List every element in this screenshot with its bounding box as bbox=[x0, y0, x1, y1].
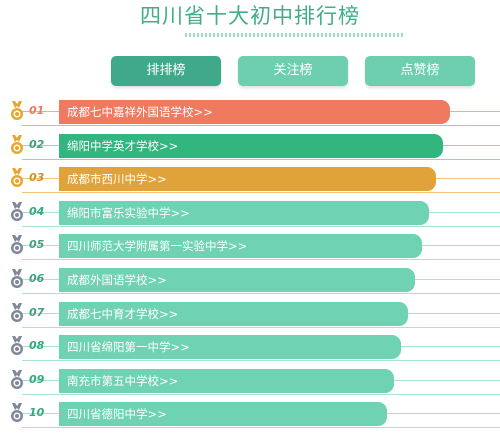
school-link[interactable]: 南充市第五中学校>> bbox=[59, 368, 394, 393]
row-divider bbox=[22, 158, 500, 160]
school-link[interactable]: 四川师范大学附属第一实验中学>> bbox=[59, 234, 422, 259]
school-link[interactable]: 成都七中育才学校>> bbox=[59, 301, 408, 326]
rank-number: 06 bbox=[29, 272, 45, 285]
row-divider bbox=[22, 427, 500, 429]
tab-attention[interactable]: 关注榜 bbox=[238, 56, 348, 86]
rank-number: 10 bbox=[29, 406, 45, 420]
silver-medal-icon bbox=[11, 201, 23, 221]
page-title: 四川省十大初中排行榜 bbox=[140, 4, 360, 28]
tab-ranking[interactable]: 排排榜 bbox=[111, 56, 221, 86]
rank-number: 08 bbox=[29, 339, 45, 353]
row-divider bbox=[22, 360, 500, 362]
rank-number: 01 bbox=[29, 104, 45, 117]
tab-likes[interactable]: 点赞榜 bbox=[365, 56, 475, 86]
row-divider bbox=[22, 293, 500, 294]
rank-number: 02 bbox=[29, 137, 45, 151]
gold-medal-icon bbox=[11, 168, 23, 188]
silver-medal-icon bbox=[11, 302, 23, 322]
ranking-row[interactable]: 08 四川省绵阳第一中学>> bbox=[0, 332, 500, 362]
school-link[interactable]: 绵阳中学英才学校>> bbox=[59, 133, 443, 158]
silver-medal-icon bbox=[11, 369, 23, 389]
row-divider bbox=[22, 259, 500, 261]
rank-number: 03 bbox=[29, 171, 45, 185]
school-link[interactable]: 绵阳市富乐实验中学>> bbox=[59, 200, 429, 225]
row-divider bbox=[22, 125, 500, 126]
ranking-row[interactable]: 01 成都七中嘉祥外国语学校>> bbox=[0, 97, 500, 127]
ranking-row[interactable]: 10 四川省德阳中学>> bbox=[0, 399, 500, 429]
school-link[interactable]: 成都七中嘉祥外国语学校>> bbox=[59, 100, 450, 124]
silver-medal-icon bbox=[11, 235, 23, 255]
ranking-row[interactable]: 07 成都七中育才学校>> bbox=[0, 299, 500, 329]
ranking-row[interactable]: 03 成都市西川中学>> bbox=[0, 164, 500, 194]
school-link[interactable]: 成都外国语学校>> bbox=[59, 268, 415, 292]
ranking-row[interactable]: 06 成都外国语学校>> bbox=[0, 265, 500, 295]
row-divider bbox=[22, 326, 500, 328]
tab-bar: 排排榜 关注榜 点赞榜 bbox=[0, 56, 500, 88]
school-link[interactable]: 四川省绵阳第一中学>> bbox=[59, 335, 401, 360]
gold-medal-icon bbox=[11, 101, 23, 120]
rank-number: 07 bbox=[29, 305, 45, 319]
title-underline bbox=[185, 33, 405, 37]
row-divider bbox=[22, 393, 500, 395]
ranking-row[interactable]: 09 南充市第五中学校>> bbox=[0, 366, 500, 396]
rank-number: 04 bbox=[29, 204, 45, 218]
silver-medal-icon bbox=[11, 336, 23, 356]
ranking-row[interactable]: 04 绵阳市富乐实验中学>> bbox=[0, 198, 500, 228]
ranking-row[interactable]: 05 四川师范大学附属第一实验中学>> bbox=[0, 231, 500, 261]
silver-medal-icon bbox=[11, 269, 23, 288]
ranking-row[interactable]: 02 绵阳中学英才学校>> bbox=[0, 131, 500, 161]
row-divider bbox=[22, 192, 500, 194]
school-link[interactable]: 成都市西川中学>> bbox=[59, 167, 436, 192]
rank-number: 09 bbox=[29, 372, 45, 386]
school-link[interactable]: 四川省德阳中学>> bbox=[59, 402, 387, 427]
row-divider bbox=[22, 225, 500, 227]
rank-number: 05 bbox=[29, 238, 45, 252]
silver-medal-icon bbox=[11, 403, 23, 423]
gold-medal-icon bbox=[11, 134, 23, 154]
